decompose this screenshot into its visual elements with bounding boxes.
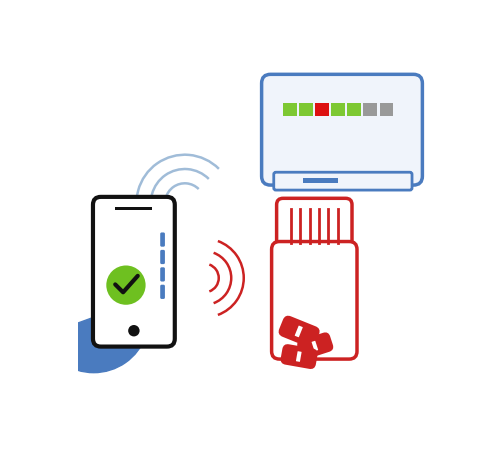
Bar [315, 104, 329, 117]
Circle shape [128, 325, 140, 337]
FancyBboxPatch shape [93, 244, 125, 265]
FancyBboxPatch shape [276, 199, 352, 257]
FancyBboxPatch shape [272, 242, 357, 359]
Wedge shape [42, 318, 146, 373]
FancyBboxPatch shape [160, 285, 165, 299]
FancyBboxPatch shape [160, 250, 165, 264]
FancyBboxPatch shape [160, 268, 165, 282]
FancyBboxPatch shape [294, 326, 303, 338]
Bar [299, 104, 312, 117]
FancyBboxPatch shape [298, 334, 332, 358]
Bar [302, 179, 338, 183]
FancyBboxPatch shape [282, 345, 316, 368]
Circle shape [106, 266, 146, 305]
FancyBboxPatch shape [262, 75, 422, 186]
FancyBboxPatch shape [93, 197, 175, 347]
FancyBboxPatch shape [296, 351, 302, 362]
Bar [364, 104, 377, 117]
Bar [116, 207, 152, 211]
FancyBboxPatch shape [274, 173, 412, 191]
Bar [380, 104, 393, 117]
Bar [332, 104, 345, 117]
FancyBboxPatch shape [312, 341, 318, 351]
Bar [348, 104, 361, 117]
FancyBboxPatch shape [160, 233, 165, 247]
FancyBboxPatch shape [280, 317, 318, 347]
Bar [283, 104, 296, 117]
